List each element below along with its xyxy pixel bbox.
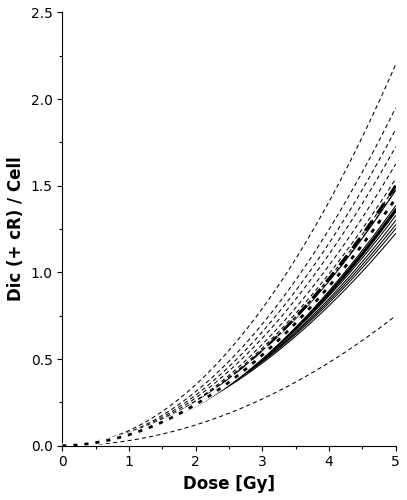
Y-axis label: Dic (+ cR) / Cell: Dic (+ cR) / Cell: [7, 156, 25, 302]
X-axis label: Dose [Gy]: Dose [Gy]: [183, 475, 275, 493]
